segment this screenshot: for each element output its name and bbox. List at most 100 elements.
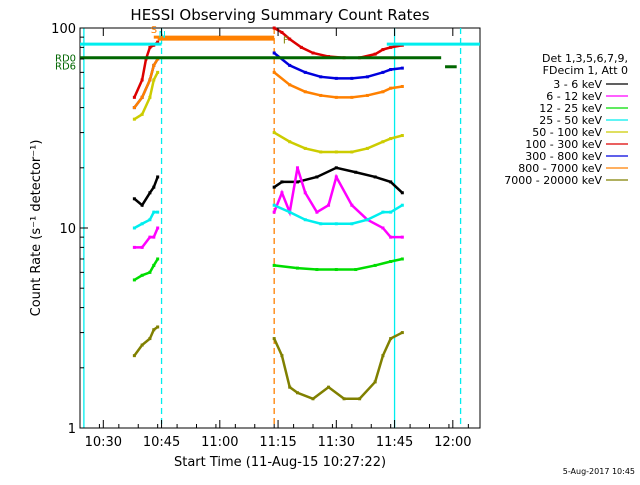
legend-entry-label: 12 - 25 keV [539, 102, 602, 115]
data-point [288, 83, 292, 87]
data-point [334, 222, 338, 226]
data-point [400, 134, 404, 138]
data-point [400, 191, 404, 195]
data-point [389, 180, 393, 184]
data-point [350, 95, 354, 99]
data-point [148, 191, 152, 195]
data-point [400, 66, 404, 70]
data-point [272, 263, 276, 267]
data-point [280, 30, 284, 34]
data-point [132, 117, 136, 121]
series-line [133, 204, 403, 230]
flag-label: RD0 [55, 54, 76, 65]
data-point [350, 203, 354, 207]
data-point [342, 397, 346, 401]
data-point [272, 185, 276, 189]
data-point [288, 385, 292, 389]
data-point [152, 235, 156, 239]
data-point [381, 354, 385, 358]
data-point [350, 76, 354, 80]
y-tick-label: 1 [68, 422, 76, 437]
data-point [381, 48, 385, 52]
x-tick-label: 12:00 [434, 435, 471, 450]
data-point [132, 245, 136, 249]
data-point [132, 278, 136, 282]
data-point [132, 197, 136, 201]
data-point [365, 93, 369, 97]
data-point [334, 150, 338, 154]
data-point [400, 84, 404, 88]
flag-label: F [283, 35, 289, 46]
data-point [381, 226, 385, 230]
legend-entry-label: 50 - 100 keV [532, 126, 602, 139]
data-point [132, 95, 136, 99]
data-point [140, 203, 144, 207]
series-line [133, 257, 403, 282]
data-point [389, 45, 393, 49]
data-point [303, 90, 307, 94]
x-tick-label: 11:45 [376, 435, 413, 450]
data-point [303, 70, 307, 74]
data-point [140, 78, 144, 82]
x-tick-label: 10:45 [143, 435, 180, 450]
legend-title: FDecim 1, Att 0 [543, 64, 628, 77]
data-point [295, 391, 299, 395]
x-axis-label: Start Time (11-Aug-15 10:27:22) [174, 455, 386, 470]
data-point [389, 210, 393, 214]
data-point [156, 70, 160, 74]
data-point [354, 170, 358, 174]
data-point [400, 331, 404, 335]
series-line [133, 58, 403, 109]
legend-entry-label: 100 - 300 keV [525, 138, 602, 151]
data-point [148, 78, 152, 82]
data-point [315, 268, 319, 272]
data-point [132, 226, 136, 230]
series-line [134, 167, 403, 249]
data-point [132, 354, 136, 358]
data-point [152, 328, 156, 332]
legend-entry-label: 800 - 7000 keV [518, 162, 602, 175]
data-point [156, 40, 160, 44]
data-point [365, 75, 369, 79]
data-point [327, 203, 331, 207]
flag-label: RD6 [55, 61, 76, 72]
data-point [381, 70, 385, 74]
x-tick-label: 11:00 [201, 435, 238, 450]
data-point [295, 266, 299, 270]
data-point [152, 263, 156, 267]
data-point [311, 397, 315, 401]
data-point [365, 146, 369, 150]
data-point [272, 203, 276, 207]
data-point [288, 37, 292, 41]
data-point [381, 90, 385, 94]
data-point [148, 95, 152, 99]
legend-entry-label: 300 - 800 keV [525, 150, 602, 163]
data-point [280, 354, 284, 358]
data-point [319, 75, 323, 79]
data-point [295, 166, 299, 170]
data-point [272, 210, 276, 214]
data-point [350, 222, 354, 226]
data-point [156, 325, 160, 329]
data-point [156, 257, 160, 261]
data-point [148, 270, 152, 274]
data-point [152, 185, 156, 189]
data-point [365, 218, 369, 222]
data-point [389, 137, 393, 141]
data-point [389, 86, 393, 90]
data-point [152, 78, 156, 82]
data-point [311, 51, 315, 55]
data-point [303, 146, 307, 150]
legend-title: Det 1,3,5,6,7,9, [542, 52, 628, 65]
data-point [272, 26, 276, 30]
data-point [334, 175, 338, 179]
data-point [295, 180, 299, 184]
data-point [156, 175, 160, 179]
data-point [280, 180, 284, 184]
data-point [288, 210, 292, 214]
data-point [140, 112, 144, 116]
data-point [400, 257, 404, 261]
data-point [373, 380, 377, 384]
data-point [152, 63, 156, 67]
